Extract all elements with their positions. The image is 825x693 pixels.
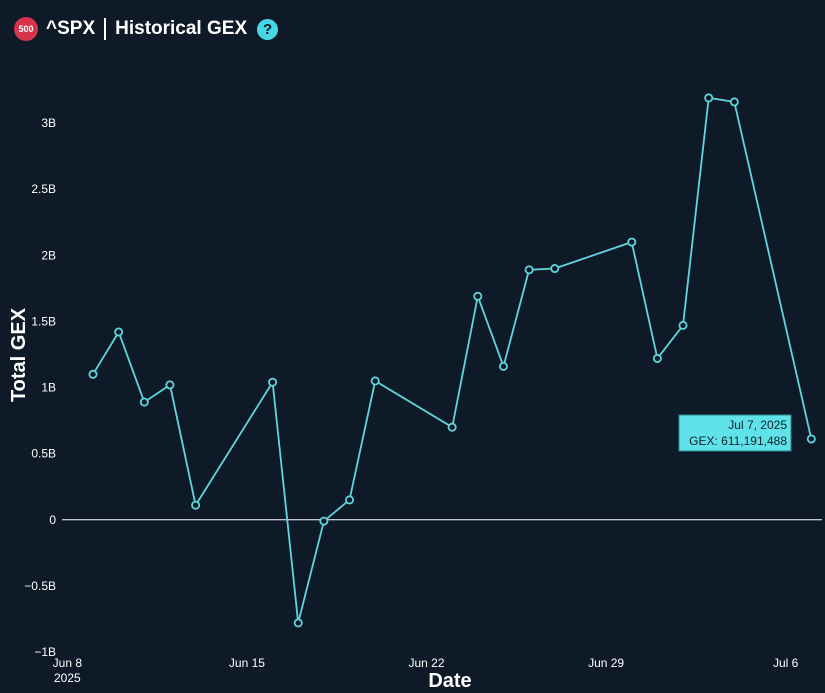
- y-tick-label: 1.5B: [31, 314, 56, 328]
- y-tick-label: −1B: [34, 645, 56, 659]
- data-point[interactable]: [524, 265, 534, 275]
- y-tick-label: −0.5B: [24, 579, 56, 593]
- data-point[interactable]: [88, 369, 98, 379]
- y-axis-title: Total GEX: [8, 307, 30, 402]
- data-point[interactable]: [319, 516, 329, 526]
- data-point[interactable]: [704, 93, 714, 103]
- y-tick-label: 2.5B: [31, 182, 56, 196]
- title-separator: [104, 18, 107, 40]
- spx-500-badge-icon: 500: [14, 17, 38, 41]
- tooltip-date: Jul 7, 2025: [728, 418, 787, 432]
- data-point[interactable]: [806, 434, 816, 444]
- data-point[interactable]: [498, 361, 508, 371]
- x-tick-year-label: 2025: [54, 671, 81, 685]
- y-axis: −1B −0.5B 0 0.5B 1B 1.5B 2B 2.5B 3B: [24, 116, 56, 659]
- data-point[interactable]: [293, 618, 303, 628]
- data-point[interactable]: [139, 397, 149, 407]
- data-point[interactable]: [370, 376, 380, 386]
- data-point[interactable]: [165, 380, 175, 390]
- y-tick-label: 3B: [41, 116, 56, 130]
- y-tick-label: 0: [49, 513, 56, 527]
- y-tick-label: 2B: [41, 248, 56, 262]
- x-axis-title: Date: [428, 670, 471, 692]
- ticker-symbol: ^SPX: [46, 18, 96, 39]
- data-point[interactable]: [678, 320, 688, 330]
- x-tick-label: Jun 8: [53, 656, 83, 670]
- page-title: Historical GEX: [115, 18, 248, 39]
- x-tick-label: Jul 6: [773, 656, 799, 670]
- data-point[interactable]: [345, 495, 355, 505]
- data-point[interactable]: [627, 237, 637, 247]
- chart-header: 500 ^SPX Historical GEX ?: [14, 14, 279, 44]
- tooltip-value: GEX: 611,191,488: [689, 434, 787, 448]
- data-point[interactable]: [729, 97, 739, 107]
- data-point[interactable]: [447, 422, 457, 432]
- hover-tooltip: Jul 7, 2025 GEX: 611,191,488: [678, 414, 792, 452]
- y-tick-label: 0.5B: [31, 447, 56, 461]
- data-point[interactable]: [550, 264, 560, 274]
- tooltip-box: [678, 414, 792, 452]
- series-line: [92, 96, 813, 624]
- data-point[interactable]: [268, 377, 278, 387]
- data-point[interactable]: [473, 291, 483, 301]
- series-points: [88, 93, 816, 628]
- x-tick-label: Jun 29: [588, 656, 624, 670]
- x-axis: Jun 8 Jun 15 Jun 22 Jun 29 Jul 6 2025: [53, 656, 799, 685]
- data-point[interactable]: [114, 327, 124, 337]
- y-tick-label: 1B: [41, 381, 56, 395]
- x-tick-label: Jun 15: [229, 656, 265, 670]
- help-icon[interactable]: ?: [257, 18, 279, 40]
- x-tick-label: Jun 22: [408, 656, 444, 670]
- data-point[interactable]: [652, 353, 662, 363]
- data-point[interactable]: [191, 500, 201, 510]
